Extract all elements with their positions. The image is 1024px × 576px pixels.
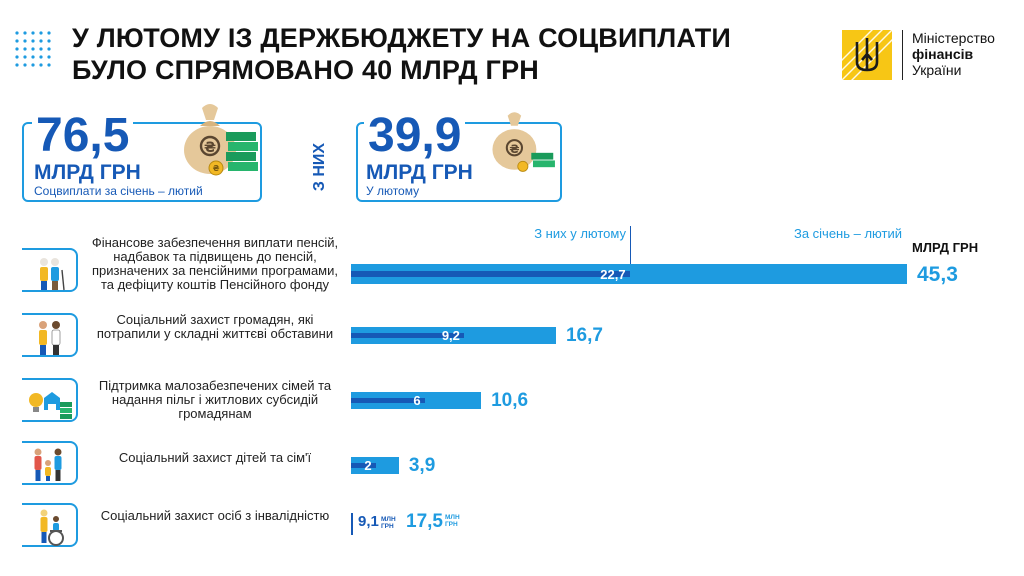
wheelchair-icon bbox=[40, 509, 64, 546]
of-them-text: З НИХ bbox=[311, 142, 328, 192]
unit-total-disability: МЛН ГРН bbox=[445, 514, 460, 528]
svg-text:₴: ₴ bbox=[509, 142, 519, 156]
unit-label: МЛРД ГРН bbox=[912, 240, 979, 255]
legend-february-marker bbox=[630, 226, 631, 272]
page-title: У ЛЮТОМУ ІЗ ДЕРЖБЮДЖЕТУ НА СОЦВИПЛАТИ БУ… bbox=[72, 22, 731, 86]
category-label-disability: Соціальний захист осіб з інвалідністю bbox=[100, 508, 330, 523]
bar-february-disability-marker bbox=[351, 513, 353, 535]
bar-february-subsidies bbox=[351, 398, 425, 403]
unit-total-mln: МЛН bbox=[445, 514, 460, 521]
unit-february-mln: МЛН bbox=[381, 516, 396, 523]
bar-february-children bbox=[351, 463, 376, 468]
kpi-total-caption: Соцвиплати за січень – лютий bbox=[34, 184, 203, 198]
family-icon bbox=[34, 448, 62, 481]
trident-logo-icon bbox=[842, 30, 892, 80]
kpi-february-card: 39,9 МЛРД ГРН У лютому ₴ bbox=[356, 112, 562, 202]
unit-february-grn: ГРН bbox=[381, 523, 394, 530]
category-label-children: Соціальний захист дітей та сім'ї bbox=[118, 450, 312, 465]
legend-total: За січень – лютий bbox=[793, 226, 902, 241]
value-total-hardship: 16,7 bbox=[565, 325, 603, 346]
title-line-2: БУЛО СПРЯМОВАНО 40 МЛРД ГРН bbox=[72, 55, 539, 85]
kpi-february-value: 39,9 bbox=[364, 112, 466, 160]
row-icon-box-1 bbox=[22, 248, 78, 292]
of-them-label: З НИХ bbox=[300, 131, 340, 203]
title-line-1: У ЛЮТОМУ ІЗ ДЕРЖБЮДЖЕТУ НА СОЦВИПЛАТИ bbox=[72, 23, 732, 53]
row-icon-box-2 bbox=[22, 313, 78, 357]
category-label-subsidies: Підтримка малозабезпечених сімей та нада… bbox=[98, 378, 332, 421]
value-total-children: 3,9 bbox=[408, 455, 436, 476]
svg-text:₴: ₴ bbox=[213, 164, 220, 173]
unit-total-grn: ГРН bbox=[445, 521, 458, 528]
kpi-february-unit: МЛРД ГРН bbox=[366, 161, 473, 184]
value-february-children: 2 bbox=[364, 458, 372, 473]
money-bag-small-icon: ₴ bbox=[492, 112, 555, 172]
unit-february-disability: МЛН ГРН bbox=[381, 516, 396, 530]
logo-separator bbox=[902, 30, 903, 80]
value-february-pensions: 22,7 bbox=[600, 267, 626, 282]
value-february-disability: 9,1 bbox=[358, 513, 379, 530]
ministry-line-1: Міністерство bbox=[912, 30, 995, 46]
value-total-subsidies: 10,6 bbox=[491, 390, 529, 411]
kpi-february-caption: У лютому bbox=[366, 184, 420, 198]
value-february-subsidies: 6 bbox=[413, 393, 421, 408]
kpi-total-value: 76,5 bbox=[32, 112, 134, 160]
category-label-pensions: Фінансове забезпечення виплати пенсій, н… bbox=[91, 235, 339, 292]
row-icon-box-5 bbox=[22, 503, 78, 547]
bar-february-pensions bbox=[351, 271, 630, 277]
value-february-hardship: 9,2 bbox=[441, 328, 460, 343]
ministry-name: Міністерство фінансів України bbox=[912, 30, 995, 78]
row-icon-box-3 bbox=[22, 378, 78, 422]
dots-decoration bbox=[15, 31, 51, 67]
kpi-total-unit: МЛРД ГРН bbox=[34, 161, 141, 184]
kpi-total-card: 76,5 МЛРД ГРН Соцвиплати за січень – лют… bbox=[22, 104, 262, 202]
ministry-line-2: фінансів bbox=[912, 46, 974, 62]
bar-february-hardship bbox=[351, 333, 464, 338]
ministry-line-3: України bbox=[912, 62, 962, 78]
value-total-pensions: 45,3 bbox=[917, 263, 958, 286]
value-total-disability: 17,5 bbox=[406, 511, 443, 532]
svg-text:₴: ₴ bbox=[204, 140, 216, 156]
lightbulb-money-icon bbox=[29, 392, 72, 419]
legend-february: З них у лютому bbox=[534, 226, 626, 241]
money-bag-icon: ₴ ₴ bbox=[184, 104, 258, 176]
row-icon-box-4 bbox=[22, 441, 78, 485]
elderly-couple-icon bbox=[40, 258, 65, 291]
category-label-hardship: Соціальний захист громадян, які потрапил… bbox=[96, 312, 334, 341]
people-in-need-icon bbox=[39, 321, 61, 355]
